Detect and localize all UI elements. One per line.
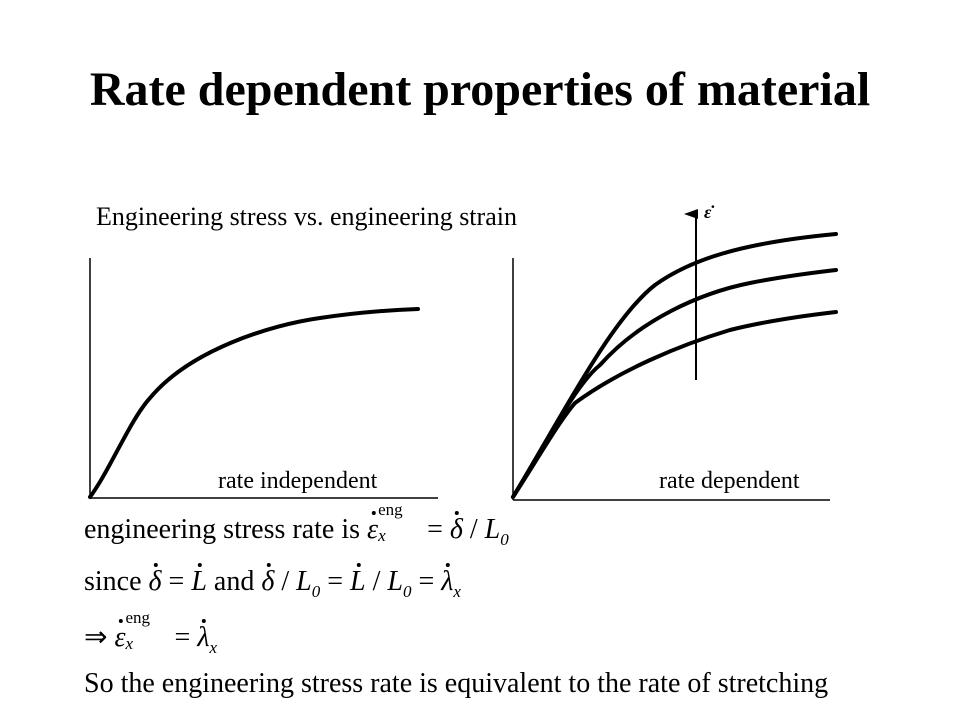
- equals-sign-4: =: [418, 566, 442, 597]
- lambda-dot-symbol-2: λx: [197, 622, 217, 657]
- l0-symbol-3: L0: [387, 566, 412, 601]
- strain-rate-arrow-label: ε̇: [704, 202, 714, 222]
- eps-dot-symbol-2: ε eng x: [114, 608, 151, 653]
- l-dot-symbol: L: [191, 566, 207, 597]
- right-curve-high-rate: [511, 232, 838, 499]
- delta-dot-symbol-2: δ: [148, 566, 162, 597]
- eng-superscript: eng: [378, 500, 403, 519]
- divide-sign: /: [469, 514, 485, 545]
- conclusion-text: So the engineering stress rate is equiva…: [84, 668, 829, 699]
- equation-1-text: engineering stress rate is: [84, 514, 361, 545]
- x-subscript-2: x: [125, 634, 134, 653]
- since-word: since: [84, 566, 142, 597]
- equals-sign-2: =: [168, 566, 192, 597]
- left-stress-strain-curve: [88, 307, 420, 499]
- equals-sign-5: =: [174, 622, 191, 653]
- delta-dot-symbol-3: δ: [261, 566, 275, 597]
- divide-sign-2: /: [281, 566, 297, 597]
- equation-line-1: engineering stress rate is ε eng x = δ / L…: [84, 500, 509, 550]
- equals-sign: =: [427, 514, 443, 545]
- figure-caption: Engineering stress vs. engineering strai…: [96, 202, 517, 231]
- slide-title: Rate dependent properties of material: [89, 63, 871, 116]
- zero-subscript: 0: [500, 530, 509, 549]
- eps-dot-symbol: ε eng x: [367, 500, 403, 545]
- l-dot-symbol-2: L: [350, 566, 366, 597]
- l0-symbol: L0: [484, 514, 509, 549]
- right-plot-label: rate dependent: [659, 468, 800, 494]
- equation-line-3: ⇒ ε eng x = λx: [84, 608, 217, 658]
- lambda-dot-symbol: λx: [441, 566, 461, 601]
- delta-dot-symbol: δ: [449, 514, 463, 545]
- lambda-x-subscript: x: [453, 582, 461, 601]
- and-word: and: [213, 566, 255, 597]
- l0-symbol-2: L0: [296, 566, 321, 601]
- left-plot-label: rate independent: [218, 468, 378, 494]
- x-subscript: x: [378, 526, 386, 545]
- implies-arrow-icon: ⇒: [84, 622, 108, 653]
- zero-subscript-3: 0: [402, 582, 412, 601]
- right-curve-low-rate: [511, 310, 838, 499]
- zero-subscript-2: 0: [311, 582, 321, 601]
- divide-sign-3: /: [372, 566, 388, 597]
- equals-sign-3: =: [327, 566, 351, 597]
- lambda-x-subscript-2: x: [209, 638, 217, 657]
- eng-superscript-2: eng: [125, 608, 151, 627]
- equation-line-2: since δ = L and δ / L0 = L / L0 = λx: [84, 566, 461, 602]
- right-curve-mid-rate: [511, 268, 838, 499]
